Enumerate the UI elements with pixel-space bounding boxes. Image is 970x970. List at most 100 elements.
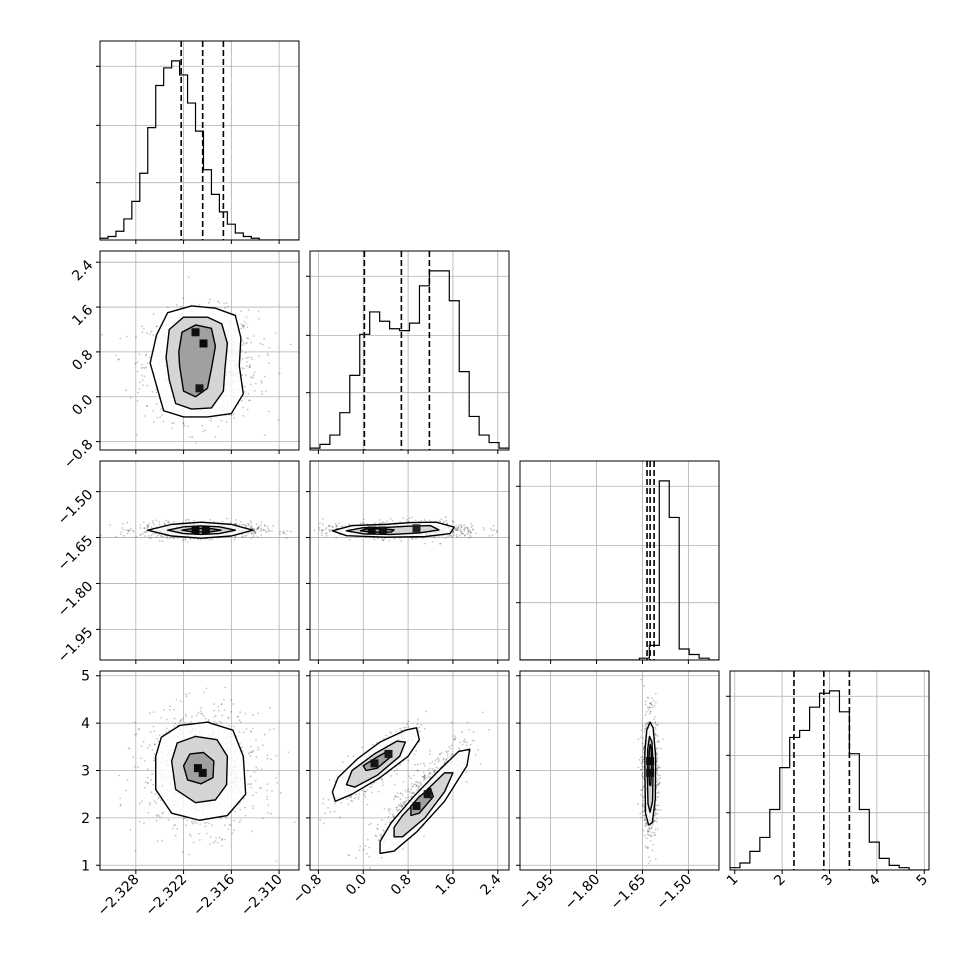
sample-point (492, 524, 495, 527)
sample-point (254, 382, 257, 385)
sample-point (266, 783, 269, 786)
sample-point (384, 823, 387, 826)
contour-level (359, 527, 395, 534)
sample-point (229, 521, 232, 524)
sample-point (253, 530, 256, 533)
sample-point (439, 521, 442, 523)
sample-point (138, 381, 141, 384)
sample-point (179, 700, 182, 703)
sample-point (396, 768, 399, 771)
sample-point (376, 828, 379, 831)
sample-point (259, 530, 262, 533)
sample-point (417, 785, 419, 788)
sample-point (266, 757, 269, 760)
sample-point (208, 822, 211, 825)
sample-point (433, 536, 436, 539)
sample-point (209, 538, 211, 541)
sample-point (140, 745, 143, 747)
sample-point (331, 526, 334, 528)
sample-point (322, 797, 325, 800)
sample-point (260, 768, 263, 771)
sample-point (155, 819, 158, 822)
sample-point (132, 529, 135, 532)
sample-point (185, 518, 188, 521)
sample-point (403, 803, 406, 806)
sample-point (423, 774, 426, 777)
sample-point (429, 771, 432, 774)
sample-point (119, 797, 122, 800)
sample-point (235, 522, 237, 525)
sample-point (220, 721, 223, 724)
sample-point (471, 524, 474, 527)
sample-point (214, 714, 217, 717)
sample-point (146, 746, 149, 749)
sample-point (334, 802, 336, 805)
sample-point (135, 336, 137, 338)
sample-point (428, 772, 431, 775)
sample-point (132, 756, 135, 759)
sample-point (408, 775, 410, 778)
sample-point (270, 812, 273, 815)
sample-point (381, 538, 384, 541)
density-peak (412, 524, 421, 533)
sample-point (275, 776, 277, 779)
sample-point (200, 707, 202, 709)
sample-point (417, 781, 420, 784)
sample-point (168, 521, 171, 524)
sample-point (460, 526, 463, 529)
sample-point (253, 528, 256, 531)
sample-point (472, 528, 474, 531)
sample-point (401, 848, 404, 851)
sample-point (154, 743, 156, 746)
sample-point (194, 820, 197, 823)
sample-point (461, 532, 464, 535)
sample-point (466, 526, 468, 529)
sample-point (140, 325, 143, 328)
sample-point (151, 390, 154, 393)
sample-point (217, 300, 219, 303)
sample-point (325, 527, 328, 529)
sample-point (185, 695, 188, 698)
sample-point (244, 342, 247, 345)
sample-point (435, 766, 438, 768)
sample-point (463, 529, 466, 532)
sample-point (248, 366, 251, 369)
sample-point (470, 531, 473, 534)
sample-point (327, 807, 329, 809)
sample-point (250, 783, 253, 785)
sample-point (456, 529, 459, 532)
sample-point (250, 341, 253, 344)
sample-point (257, 310, 260, 312)
sample-point (213, 703, 215, 705)
sample-point (246, 408, 249, 411)
sample-point (240, 323, 243, 326)
sample-point (395, 730, 397, 733)
sample-point (121, 526, 124, 529)
sample-point (455, 533, 458, 536)
sample-point (203, 822, 206, 824)
sample-point (191, 822, 194, 825)
sample-point (398, 808, 401, 811)
sample-point (126, 521, 129, 524)
sample-point (394, 770, 396, 773)
sample-point (180, 720, 183, 723)
sample-point (400, 540, 403, 543)
sample-point (173, 824, 176, 827)
sample-point (199, 823, 201, 825)
sample-point (230, 414, 233, 417)
sample-point (263, 524, 266, 527)
sample-point (370, 791, 373, 794)
sample-point (446, 522, 448, 525)
sample-point (249, 366, 252, 369)
sample-point (263, 733, 266, 736)
sample-point (438, 753, 441, 755)
sample-point (222, 698, 225, 701)
sample-point (451, 520, 454, 523)
sample-point (354, 857, 357, 860)
sample-point (150, 778, 153, 781)
sample-point (318, 527, 320, 529)
sample-point (144, 781, 147, 784)
sample-point (249, 376, 252, 379)
